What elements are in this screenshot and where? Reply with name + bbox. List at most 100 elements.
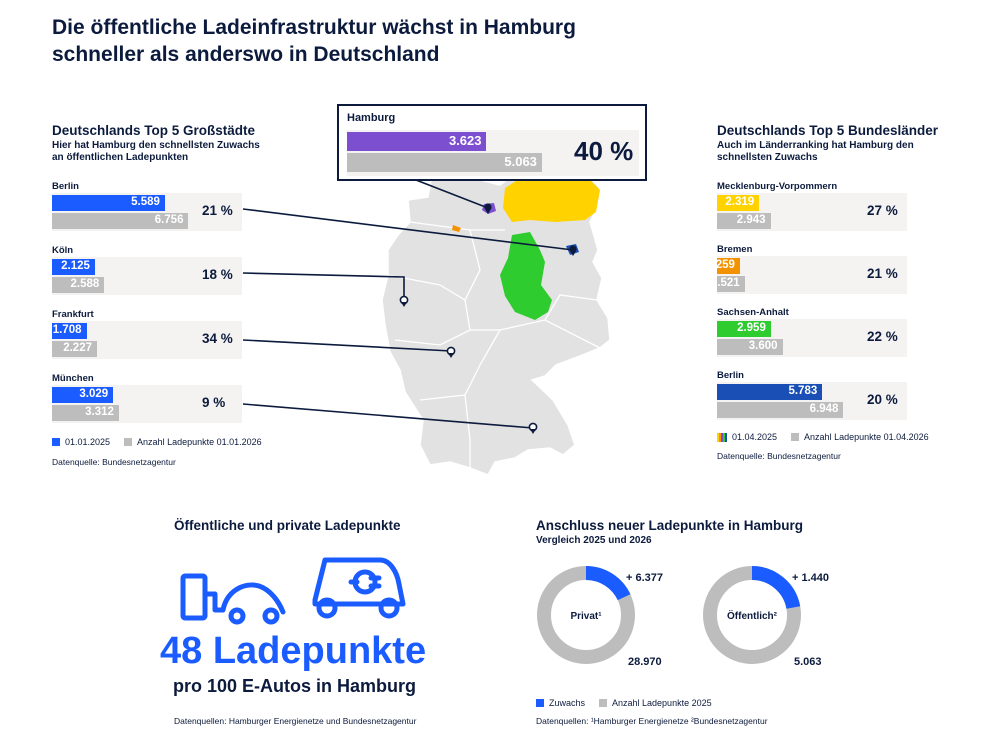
- state-growth-pct: 20 %: [867, 392, 898, 407]
- city-category-label: Frankfurt: [52, 309, 94, 320]
- charging-station-icon: [180, 573, 223, 621]
- city-bar-value: 2.588: [70, 278, 100, 290]
- cities-legend-2026: Anzahl Ladepunkte 01.01.2026: [137, 437, 262, 447]
- donut-zuwachs-label: + 6.377: [626, 572, 663, 584]
- city-bar-2026: 2.227: [52, 341, 97, 357]
- cities-title: Deutschlands Top 5 Großstädte: [52, 123, 256, 138]
- state-bar-2026: 2.943: [717, 213, 771, 229]
- cities-legend-2025: 01.01.2025: [65, 437, 111, 447]
- donut-zuwachs-label: + 1.440: [792, 572, 829, 584]
- state-bar-2026: 6.948: [717, 402, 844, 418]
- state-bar-value: 2.943: [736, 214, 766, 226]
- cities-subtitle-line-2: an öffentlichen Ladepunkten: [52, 152, 189, 163]
- state-bar-value: 5.783: [788, 385, 818, 397]
- states-title: Deutschlands Top 5 Bundesländer: [717, 123, 939, 138]
- pin-hamburg-icon: [484, 203, 492, 214]
- pin-frankfurt-icon: [446, 346, 456, 358]
- connector-koeln: [242, 272, 405, 300]
- state-category-label: Sachsen-Anhalt: [717, 307, 789, 318]
- state-mv: [503, 172, 600, 222]
- states-legend-2026: Anzahl Ladepunkte 01.04.2026: [804, 432, 929, 442]
- hamburg-bar-2025: 3.623: [347, 132, 487, 151]
- legend-swatch-2026: [124, 438, 133, 446]
- city-bar-2025: 5.589: [52, 195, 165, 211]
- legend-swatch-zuwachs: [536, 699, 544, 707]
- state-bar-2025: 2.959: [717, 321, 771, 337]
- connector-hamburg: [415, 179, 489, 209]
- donut-center-label: Öffentlich²: [727, 609, 778, 622]
- hamburg-box: Hamburg 3.623 5.063 40 %: [337, 104, 647, 181]
- city-growth-pct: 21 %: [202, 203, 233, 218]
- city-category-label: München: [52, 373, 94, 384]
- state-bar-value: 1.521: [710, 277, 740, 289]
- state-borders: [387, 221, 601, 468]
- city-bar-value: 6.756: [154, 214, 184, 226]
- city-bar-2026: 6.756: [52, 213, 189, 229]
- hamburg-bar-2026: 5.063: [347, 153, 542, 172]
- ladepunkte-title: Öffentliche und private Ladepunkte: [174, 518, 401, 533]
- city-category-label: Köln: [52, 245, 74, 256]
- state-growth-pct: 22 %: [867, 329, 898, 344]
- title-line-2: schneller als anderswo in Deutschland: [52, 43, 440, 66]
- plug-car-icon: [220, 582, 286, 625]
- city-bar-2025: 1.708: [52, 323, 87, 339]
- state-bar-value: 2.959: [737, 322, 766, 334]
- ladepunkte-big: 48 Ladepunkte: [160, 630, 427, 672]
- e-car-icon: [312, 557, 406, 619]
- connector-berlin: [242, 208, 574, 251]
- donut-subtitle: Vergleich 2025 und 2026: [536, 535, 652, 546]
- city-bar-value: 5.589: [131, 196, 160, 208]
- states-source: Datenquelle: Bundesnetzagentur: [717, 451, 841, 461]
- donut-bestand-label: 28.970: [628, 656, 662, 668]
- ladepunkte-icons: [180, 557, 406, 625]
- legend-multicolor-swatch: [717, 432, 727, 442]
- connector-muenchen: [242, 403, 534, 429]
- donut-source: Datenquellen: ¹Hamburger Energienetze ²B…: [536, 716, 768, 726]
- title-line-1: Die öffentliche Ladeinfrastruktur wächst…: [52, 16, 576, 39]
- state-bremen: [452, 225, 461, 232]
- hamburg-bar-value: 5.063: [504, 154, 537, 169]
- state-bar-2025: 2.319: [717, 195, 760, 211]
- states-legend: 01.04.2025 Anzahl Ladepunkte 01.04.2026: [717, 432, 929, 442]
- states-legend-2025: 01.04.2025: [732, 432, 778, 442]
- city-growth-pct: 9 %: [202, 395, 226, 410]
- state-growth-pct: 21 %: [867, 266, 898, 281]
- donut-charts: Privat¹ + 6.377 28.970 Öffentlich² + 1.440 5.…: [537, 566, 829, 668]
- city-bar-value: 1.708: [52, 324, 82, 336]
- connector-lines: [242, 179, 574, 429]
- donut-legend: Zuwachs Anzahl Ladepunkte 2025: [536, 698, 712, 708]
- pin-muenchen-icon: [528, 422, 538, 434]
- state-bar-2025: 5.783: [717, 384, 823, 400]
- city-category-label: Berlin: [52, 181, 79, 192]
- city-bar-2026: 3.312: [52, 405, 119, 421]
- city-growth-pct: 18 %: [202, 267, 233, 282]
- state-bar-value: 6.948: [809, 403, 839, 415]
- cities-subtitle-line-1: Hier hat Hamburg den schnellsten Zuwachs: [52, 140, 260, 151]
- germany-shape: [381, 149, 611, 476]
- hamburg-label: Hamburg: [347, 112, 396, 124]
- state-bar-2026: 1.521: [711, 276, 745, 292]
- cities-subtitle: Hier hat Hamburg den schnellsten Zuwachs…: [52, 140, 260, 164]
- donut-title: Anschluss neuer Ladepunkte in Hamburg: [536, 518, 804, 533]
- state-sachsen-anhalt: [500, 232, 552, 320]
- donut-legend-zuwachs: Zuwachs: [549, 698, 586, 708]
- ladepunkte-source: Datenquellen: Hamburger Energienetze und…: [174, 716, 417, 726]
- state-category-label: Berlin: [717, 370, 744, 381]
- city-bar-2025: 2.125: [52, 259, 95, 275]
- city-bar-2025: 3.029: [52, 387, 114, 403]
- donut-center-label: Privat¹: [570, 611, 602, 622]
- ladepunkte-sub: pro 100 E-Autos in Hamburg: [173, 676, 417, 696]
- states-subtitle: Auch im Länderranking hat Hamburg den sc…: [717, 140, 914, 164]
- pin-koeln-icon: [399, 295, 409, 307]
- states-subtitle-line-2: schnellsten Zuwachs: [717, 152, 818, 163]
- state-bar-2025: 1.259: [706, 258, 740, 274]
- donut-legend-bestand: Anzahl Ladepunkte 2025: [612, 698, 712, 708]
- location-pins: [399, 203, 577, 434]
- connector-frankfurt: [242, 339, 452, 352]
- hamburg-growth: 40 %: [574, 136, 634, 166]
- city-bar-value: 3.312: [85, 406, 114, 418]
- donut-segment-zuwachs: [751, 566, 801, 610]
- state-growth-pct: 27 %: [867, 203, 898, 218]
- hamburg-bar-value: 3.623: [448, 133, 482, 148]
